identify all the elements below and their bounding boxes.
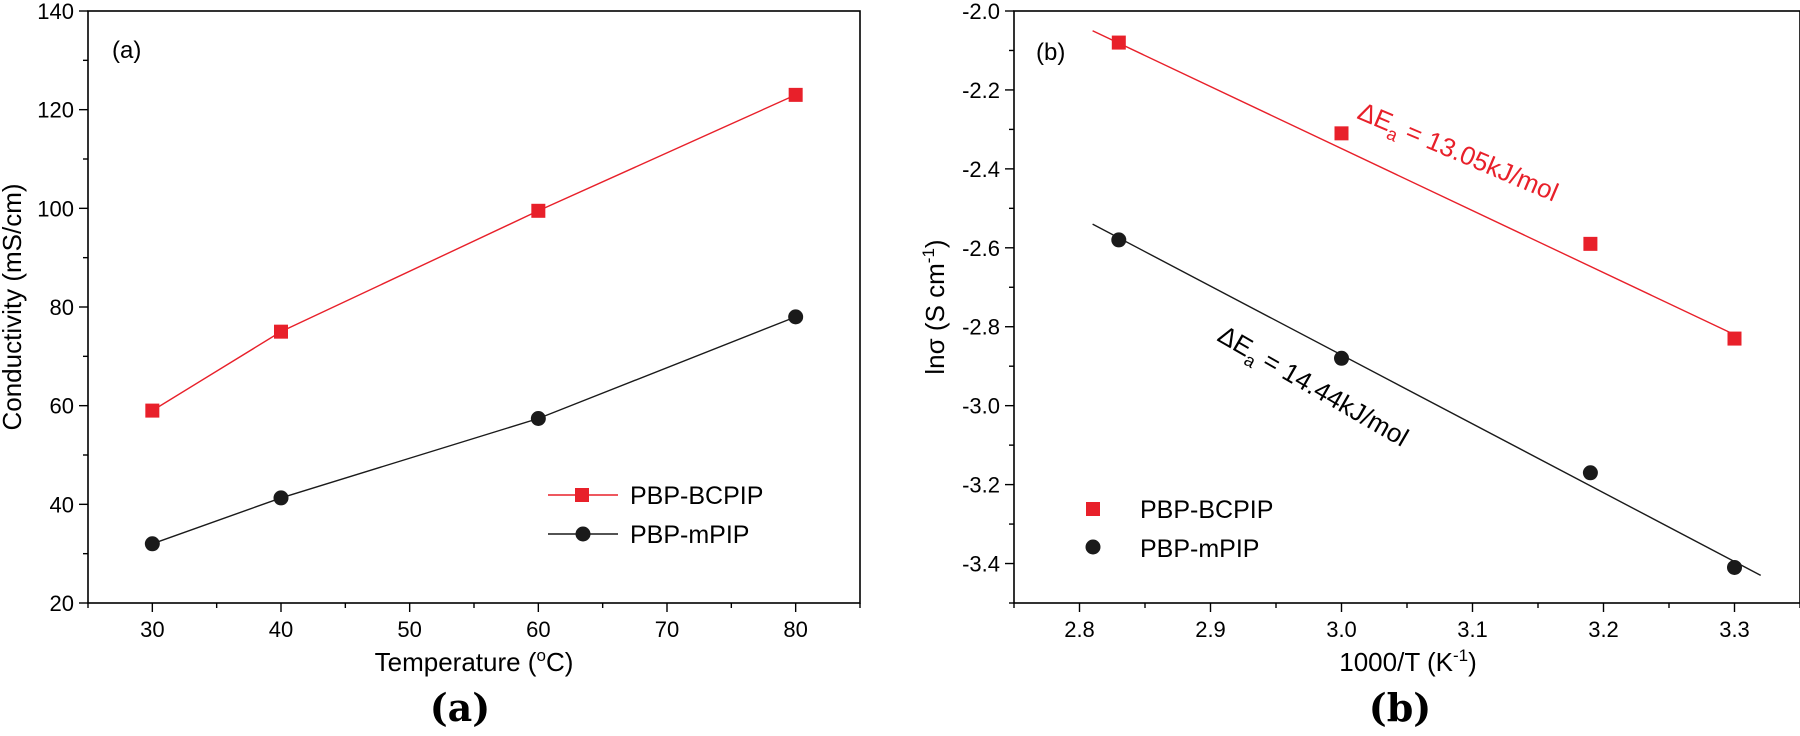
panel-b-label: (b) [1036, 39, 1065, 66]
a-ytick-label-5: 120 [37, 98, 74, 123]
b-xtick-label-3: 3.1 [1457, 617, 1488, 642]
a-xtick-label-2: 50 [397, 617, 421, 642]
b-point-pbp-bcpip-1 [1334, 126, 1349, 141]
a-point-pbp-mpip-1 [273, 490, 289, 506]
panel-b-caption: (b) [1369, 685, 1432, 730]
a-ytick-label-0: 20 [50, 591, 74, 616]
panel-b-fit-lines [1092, 30, 1762, 576]
legend-a-marker-mpip [575, 526, 591, 542]
b-ytick-label-4: -2.6 [962, 236, 1000, 261]
b-xtick-label-1: 2.9 [1195, 617, 1226, 642]
b-xtick-label-0: 2.8 [1064, 617, 1095, 642]
b-point-pbp-mpip-3 [1727, 559, 1742, 575]
a-line-pbp-bcpip [151, 94, 796, 412]
legend-b-label-mpip: PBP-mPIP [1140, 535, 1259, 563]
b-fit-line-pbp-bcpip [1092, 30, 1735, 336]
b-ytick-label-2: -3.0 [962, 394, 1000, 419]
b-point-pbp-bcpip-2 [1583, 236, 1598, 251]
panel-b-legend: PBP-BCPIP PBP-mPIP [1085, 496, 1273, 563]
legend-a-marker-bcpip [575, 488, 589, 502]
a-point-pbp-bcpip-1 [274, 324, 288, 339]
legend-b-label-bcpip: PBP-BCPIP [1140, 496, 1273, 524]
a-point-pbp-mpip-2 [530, 410, 546, 426]
a-xtick-label-5: 80 [783, 617, 807, 642]
panel-a-ticks: 30 40 50 60 70 80 20 40 60 80 100 120 140 [37, 0, 861, 642]
panel-a-series-lines [151, 94, 796, 545]
panel-a: 30 40 50 60 70 80 20 40 60 80 100 120 140 (a) Temper… [0, 0, 861, 730]
a-ytick-label-1: 40 [50, 492, 74, 517]
a-xtick-label-0: 30 [140, 617, 164, 642]
b-xtick-label-5: 3.3 [1719, 617, 1750, 642]
panel-a-plot-area [87, 10, 861, 604]
b-fit-line-pbp-mpip [1092, 223, 1762, 576]
a-xtick-label-1: 40 [269, 617, 293, 642]
b-ytick-label-0: -3.4 [962, 552, 1000, 577]
panel-a-markers [144, 87, 804, 552]
a-point-pbp-mpip-0 [144, 536, 160, 552]
b-xtick-label-4: 3.2 [1588, 617, 1619, 642]
b-ytick-label-3: -2.8 [962, 315, 1000, 340]
a-ytick-label-4: 100 [37, 196, 74, 221]
b-ytick-label-1: -3.2 [962, 473, 1000, 498]
a-point-pbp-mpip-3 [788, 309, 804, 325]
a-ytick-label-2: 60 [50, 394, 74, 419]
a-point-pbp-bcpip-0 [145, 403, 160, 418]
legend-b-marker-bcpip [1086, 502, 1100, 516]
panel-a-ylabel: Conductivity (mS/cm) [0, 183, 27, 430]
b-point-pbp-bcpip-3 [1727, 331, 1742, 346]
b-ytick-label-6: -2.2 [962, 78, 1000, 103]
panel-a-xlabel: Temperature (oC) [375, 646, 574, 677]
panel-a-legend: PBP-BCPIP PBP-mPIP [548, 482, 763, 549]
a-xtick-label-3: 60 [526, 617, 550, 642]
panel-b-ticks: 2.8 2.9 3.0 3.1 3.2 3.3 -3.4 -3.2 -3.0 -2.8 -2.6 -2… [962, 0, 1800, 642]
b-ytick-label-5: -2.4 [962, 157, 1000, 182]
a-line-pbp-mpip [152, 316, 796, 545]
panel-b-xlabel: 1000/T (K-1) [1339, 646, 1477, 677]
a-xtick-label-4: 70 [655, 617, 679, 642]
b-xtick-label-2: 3.0 [1326, 617, 1357, 642]
b-ytick-label-7: -2.0 [962, 0, 1000, 24]
panel-b: 2.8 2.9 3.0 3.1 3.2 3.3 -3.4 -3.2 -3.0 -2.8 -2.6 -2… [919, 0, 1800, 730]
panel-b-ylabel: lnσ (S cm-1) [919, 239, 950, 374]
b-point-pbp-bcpip-0 [1111, 35, 1126, 50]
a-point-pbp-bcpip-3 [788, 87, 803, 102]
legend-b-marker-mpip [1085, 539, 1101, 555]
panel-a-caption: (a) [430, 685, 491, 730]
panel-a-label: (a) [112, 37, 141, 64]
b-point-pbp-mpip-2 [1582, 465, 1598, 481]
legend-a-label-mpip: PBP-mPIP [630, 521, 749, 549]
panel-b-markers [1111, 35, 1742, 575]
legend-a-label-bcpip: PBP-BCPIP [630, 482, 763, 510]
b-point-pbp-mpip-1 [1334, 350, 1349, 366]
b-point-pbp-mpip-0 [1111, 232, 1127, 248]
a-ytick-label-6: 140 [37, 0, 74, 24]
a-ytick-label-3: 80 [50, 295, 74, 320]
panel-b-plot-area [1013, 10, 1800, 604]
annotation-ea-bcpip: ΔEa = 13.05kJ/mol [1352, 96, 1563, 212]
a-point-pbp-bcpip-2 [531, 203, 546, 218]
